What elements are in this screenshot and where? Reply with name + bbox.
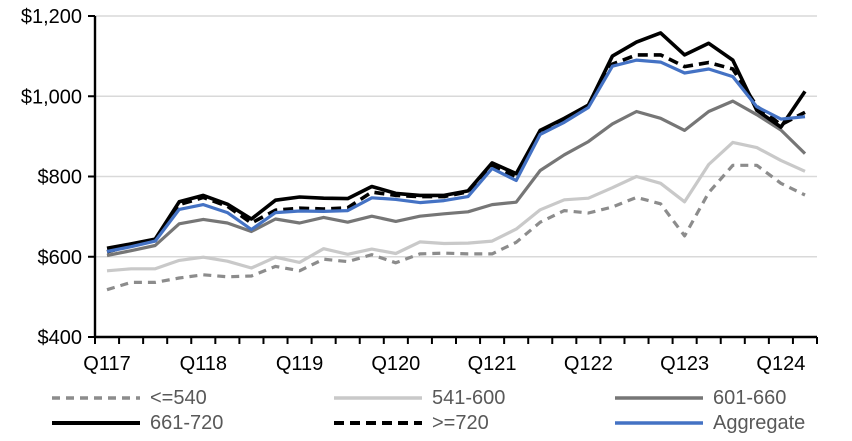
x-tick-label: Q120 bbox=[371, 353, 420, 375]
series-line-<=540 bbox=[106, 163, 806, 292]
legend-label: 601-660 bbox=[713, 386, 787, 409]
legend-line-sample bbox=[52, 396, 140, 400]
x-axis-tick-labels: Q117 Q118 Q119 Q120 Q121 Q122 Q123 Q124 bbox=[83, 353, 805, 375]
legend-label: <=540 bbox=[150, 386, 207, 409]
y-axis-tick-labels: $400 $600 $800 $1,000 $1,200 bbox=[21, 6, 82, 349]
series-line-541-600 bbox=[106, 140, 806, 273]
legend-entry-601-660: 601-660 bbox=[613, 386, 786, 410]
y-tick-label: $1,200 bbox=[21, 6, 82, 28]
x-tick-label: Q117 bbox=[83, 353, 130, 375]
legend-label: 541-600 bbox=[432, 386, 506, 409]
legend-row: <=540 541-600 601-660 bbox=[0, 386, 852, 410]
legend-entry->=720: >=720 bbox=[332, 411, 489, 435]
legend-row: 661-720 >=720 Aggregate bbox=[0, 411, 852, 435]
x-tick-label: Q121 bbox=[468, 353, 517, 375]
axes bbox=[88, 15, 818, 344]
y-tick-label: $800 bbox=[38, 167, 83, 189]
series-line->=720 bbox=[106, 53, 806, 254]
legend-label: Aggregate bbox=[713, 411, 806, 434]
legend-line-sample bbox=[334, 396, 422, 400]
x-tick-label: Q122 bbox=[564, 353, 613, 375]
legend-line-sample bbox=[52, 421, 140, 425]
y-tick-label: $1,000 bbox=[21, 86, 82, 108]
x-tick-label: Q123 bbox=[660, 353, 709, 375]
x-tick-label: Q118 bbox=[180, 353, 227, 375]
legend-entry-<=540: <=540 bbox=[50, 386, 207, 410]
series-line-Aggregate bbox=[106, 58, 806, 254]
legend-entry-661-720: 661-720 bbox=[50, 411, 223, 435]
gridlines bbox=[95, 15, 817, 258]
legend-label: >=720 bbox=[432, 411, 489, 434]
legend-line-sample bbox=[615, 396, 703, 400]
legend-line-sample bbox=[615, 421, 703, 425]
line-chart: $400 $600 $800 $1,000 $1,200 Q117 Q118 Q119 Q12… bbox=[21, 6, 818, 375]
y-tick-label: $400 bbox=[38, 327, 83, 349]
series-line-601-660 bbox=[106, 99, 807, 258]
legend-entry-541-600: 541-600 bbox=[332, 386, 505, 410]
legend-entry-Aggregate: Aggregate bbox=[613, 411, 805, 435]
legend-label: 661-720 bbox=[150, 411, 224, 434]
x-tick-label: Q119 bbox=[276, 353, 323, 375]
legend-line-sample bbox=[334, 421, 422, 425]
y-tick-label: $600 bbox=[38, 247, 83, 269]
series-lines bbox=[106, 31, 807, 292]
x-tick-label: Q124 bbox=[756, 353, 805, 375]
